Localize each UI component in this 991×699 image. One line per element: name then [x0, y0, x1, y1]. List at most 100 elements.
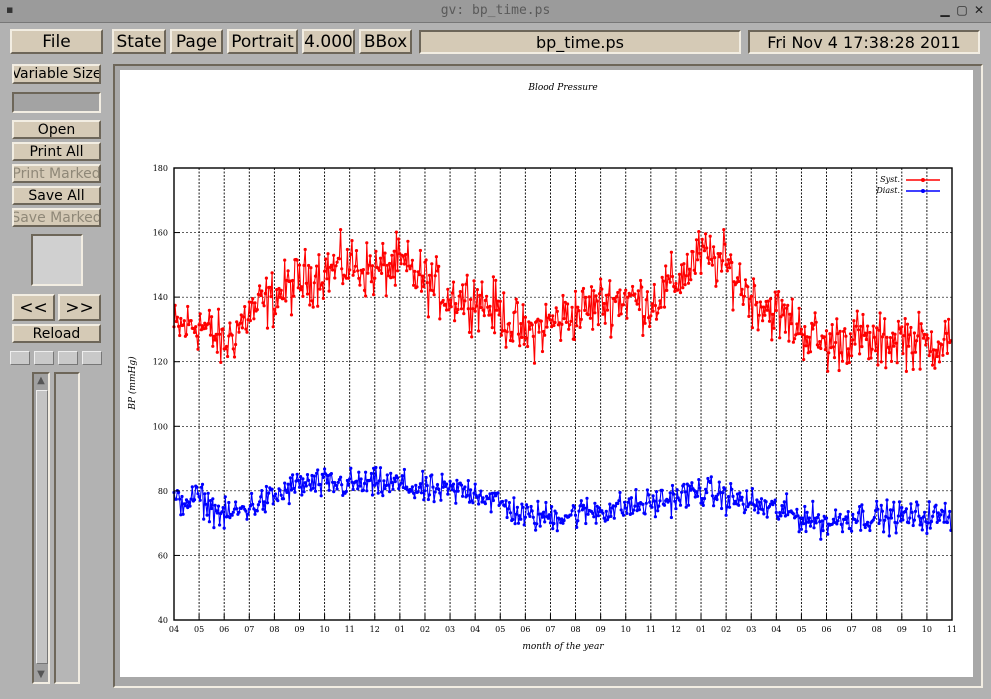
data-point: [475, 288, 479, 292]
data-point: [498, 299, 502, 303]
x-tick-label: 09: [294, 625, 304, 634]
save-all-button[interactable]: Save All: [12, 186, 101, 205]
data-point: [479, 489, 483, 493]
data-point: [820, 519, 824, 523]
data-point: [238, 321, 242, 325]
data-point: [393, 479, 397, 484]
data-point: [186, 506, 190, 510]
data-point: [751, 277, 756, 281]
scrollbar-thumb[interactable]: [36, 390, 48, 664]
data-point: [421, 274, 425, 278]
page-button[interactable]: Page: [170, 29, 223, 54]
mark-toggle-3[interactable]: [58, 351, 78, 365]
data-point: [446, 492, 450, 496]
data-point: [256, 503, 260, 507]
data-point: [447, 487, 451, 491]
maximize-icon[interactable]: ▢: [956, 3, 968, 17]
data-point: [617, 499, 621, 503]
data-point: [357, 470, 361, 474]
data-point: [608, 279, 612, 283]
data-point: [530, 509, 534, 513]
data-point: [937, 518, 942, 522]
data-point: [668, 280, 672, 284]
data-point: [204, 502, 208, 506]
data-point: [790, 297, 794, 301]
data-point: [810, 321, 814, 325]
save-marked-button[interactable]: Save Marked: [12, 208, 101, 227]
data-point: [903, 509, 907, 514]
data-point: [350, 239, 354, 243]
scroll-up-arrow-icon[interactable]: ▲: [37, 375, 45, 386]
mark-toggle-4[interactable]: [82, 351, 102, 365]
open-button[interactable]: Open: [12, 120, 101, 139]
window-menu-icon[interactable]: ▪: [6, 3, 14, 16]
mark-toggle-2[interactable]: [34, 351, 54, 365]
data-point: [567, 327, 571, 331]
data-point: [195, 485, 199, 489]
bbox-button[interactable]: BBox: [359, 29, 412, 54]
data-point: [799, 527, 804, 531]
data-point: [943, 501, 947, 505]
orientation-button[interactable]: Portrait: [227, 29, 298, 54]
mark-toggle-1[interactable]: [10, 351, 30, 365]
data-point: [742, 511, 747, 515]
data-point: [878, 311, 882, 315]
data-point: [572, 505, 576, 509]
data-point: [554, 306, 558, 310]
minimize-icon[interactable]: ▁: [940, 3, 950, 17]
reload-button[interactable]: Reload: [12, 324, 101, 343]
file-button[interactable]: File: [10, 29, 103, 54]
data-point: [226, 354, 230, 359]
page-list-scrollbar[interactable]: ▲ ▼: [32, 372, 50, 684]
data-point: [272, 307, 276, 311]
data-point: [345, 478, 349, 483]
page-preview-panner[interactable]: [31, 234, 83, 286]
data-point: [496, 299, 500, 303]
data-point: [866, 324, 870, 328]
data-point: [469, 297, 473, 302]
data-point: [755, 498, 759, 502]
data-point: [522, 523, 526, 527]
data-point: [265, 501, 270, 505]
data-point: [860, 345, 864, 349]
print-marked-button[interactable]: Print Marked: [12, 164, 101, 183]
page-list[interactable]: [54, 372, 80, 684]
state-button[interactable]: State: [112, 29, 166, 54]
y-tick-label: 140: [153, 293, 168, 302]
data-point: [199, 485, 203, 489]
data-point: [352, 270, 356, 274]
data-point: [633, 292, 637, 296]
data-point: [653, 303, 658, 308]
legend-label-syst: Syst.: [880, 175, 900, 184]
data-point: [927, 500, 931, 504]
data-point: [832, 520, 837, 524]
data-point: [697, 478, 701, 482]
data-point: [576, 305, 580, 309]
previous-page-button[interactable]: <<: [12, 294, 55, 321]
data-point: [513, 310, 517, 314]
data-point: [581, 503, 586, 507]
data-point: [454, 302, 458, 306]
data-point: [174, 497, 178, 501]
size-button[interactable]: Variable Size: [12, 64, 101, 84]
data-point: [724, 263, 728, 267]
data-point: [678, 503, 683, 507]
close-icon[interactable]: ✕: [973, 3, 985, 17]
data-point: [181, 512, 185, 516]
data-point: [213, 503, 217, 507]
data-point: [810, 519, 814, 523]
data-point: [353, 264, 357, 268]
print-all-button[interactable]: Print All: [12, 142, 101, 161]
scale-button[interactable]: 4.000: [302, 29, 355, 54]
next-page-button[interactable]: >>: [58, 294, 101, 321]
data-point: [770, 338, 774, 342]
data-point: [875, 326, 879, 330]
data-point: [505, 515, 509, 520]
x-tick-label: 05: [796, 625, 806, 634]
x-tick-label: 10: [922, 625, 932, 634]
data-point: [402, 262, 406, 266]
data-point: [669, 250, 674, 254]
data-point: [738, 262, 742, 266]
data-point: [311, 486, 315, 490]
scroll-down-arrow-icon[interactable]: ▼: [37, 669, 45, 680]
